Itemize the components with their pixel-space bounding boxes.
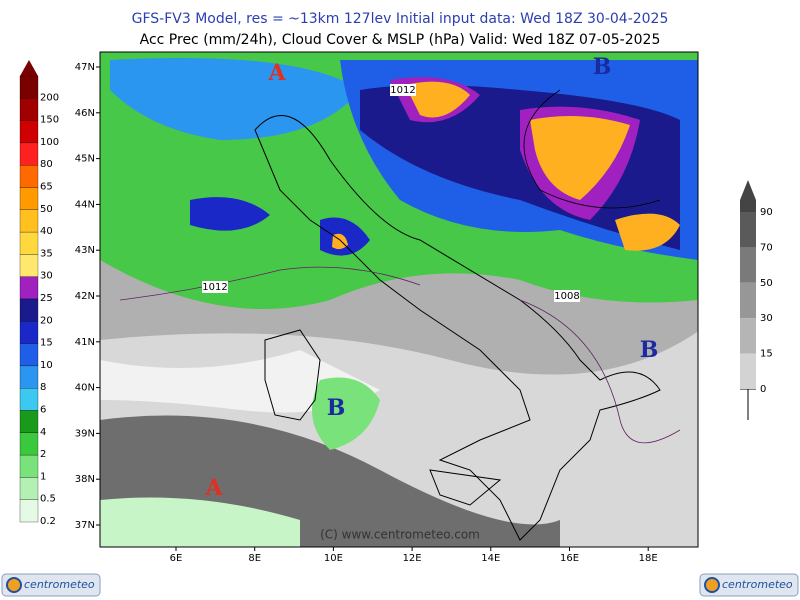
cloud-swatch [740,212,756,248]
legend-swatch [19,454,39,478]
lon-label: 10E [324,553,343,564]
lat-label: 40N [75,383,95,394]
title: GFS-FV3 Model, res = ~13km 127lev Initia… [132,11,669,27]
isobar-label-bg [202,281,228,293]
lat-label: 37N [75,520,95,531]
legend-swatch [19,321,39,344]
legend-label: 15 [40,338,53,349]
legend-swatch [19,388,39,411]
legend-swatch [19,254,39,277]
copyright: (C) www.centrometeo.com [320,528,480,542]
legend-label: 6 [40,405,46,416]
logo-text: centrometeo [722,578,793,591]
low-marker: B [327,395,346,421]
lon-label: 16E [560,553,579,564]
lat-label: 46N [75,108,95,119]
cloud-label: 15 [760,349,773,360]
legend-label: 35 [40,248,53,259]
lon-label: 18E [639,553,658,564]
legend-arrow [20,60,38,76]
legend-swatch [19,142,39,166]
lat-label: 39N [75,428,95,439]
lat-label: 43N [75,245,95,256]
lon-label: 14E [481,553,500,564]
cloud-top [740,200,756,212]
legend-label: 80 [40,159,53,170]
cloud-label: 70 [760,242,773,253]
legend-swatch [19,98,39,121]
high-marker: A [267,60,286,86]
legend-label: 4 [40,427,46,438]
legend-label: 10 [40,360,53,371]
cloud-swatch [740,282,756,319]
legend-label: 65 [40,182,53,193]
legend-swatch [19,75,39,99]
subtitle: Acc Prec (mm/24h), Cloud Cover & MSLP (h… [140,32,661,48]
legend-swatch [19,187,39,210]
lat-label: 44N [75,199,95,210]
cloud-label: 90 [760,207,773,218]
map [99,51,699,548]
lat-label: 41N [75,337,95,348]
logo-icon [6,577,22,593]
low-marker: B [593,54,612,80]
legend-swatch [19,410,39,433]
legend-swatch [19,343,39,367]
legend-label: 0.5 [40,494,56,505]
legend-label: 30 [40,271,53,282]
legend-swatch [19,165,39,188]
lat-label: 42N [75,291,95,302]
legend-swatch [19,499,39,523]
legend-label: 8 [40,382,46,393]
lon-label: 6E [170,553,183,564]
legend-label: 25 [40,293,53,304]
isobar-label: 1012 [390,85,415,96]
logo [699,573,799,597]
cloud-label: 50 [760,278,773,289]
low-marker: B [640,337,659,363]
cloud-swatch [740,318,756,354]
isobar-label: 1012 [202,282,227,293]
cloud-swatch [740,247,756,283]
legend-swatch [19,276,39,300]
cloud-label: 30 [760,313,773,324]
legend-label: 20 [40,315,53,326]
isobar-label-bg [554,290,580,302]
cloud-arrow [740,180,756,200]
legend-label: 0.2 [40,516,56,527]
lon-label: 12E [403,553,422,564]
legend-swatch [19,231,39,255]
legend-swatch [19,209,39,233]
cloud-swatch [740,353,756,389]
legend-label: 150 [40,115,59,126]
logo-icon [704,577,720,593]
legend-label: 50 [40,204,53,215]
legend-label: 2 [40,449,46,460]
legend-label: 1 [40,471,46,482]
legend-swatch [19,477,39,500]
isobar-label-bg [390,84,416,96]
legend-label: 100 [40,137,59,148]
legend-swatch [19,432,39,456]
lat-label: 38N [75,474,95,485]
lat-label: 47N [75,62,95,73]
legend-label: 200 [40,92,59,103]
legend-swatch [19,120,39,144]
lat-label: 45N [75,154,95,165]
lon-label: 8E [248,553,261,564]
logo-text: centrometeo [24,578,95,591]
isobar-label: 1008 [554,291,579,302]
legend-label: 40 [40,226,53,237]
cloud-label: 0 [760,384,766,395]
high-marker: A [204,475,223,501]
legend-swatch [19,365,39,389]
legend-swatch [19,298,39,322]
logo [1,573,101,597]
